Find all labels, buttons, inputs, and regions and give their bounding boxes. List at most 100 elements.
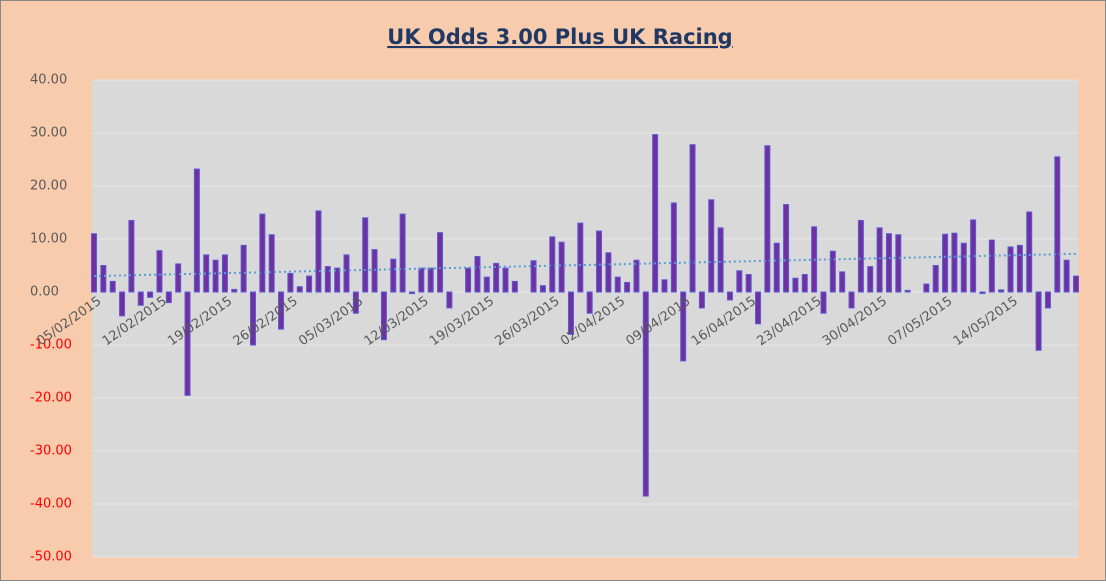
- chart-title: UK Odds 3.00 Plus UK Racing: [387, 25, 732, 49]
- bar: [642, 291, 649, 497]
- bar: [128, 219, 135, 293]
- bar: [502, 267, 509, 293]
- bar: [408, 291, 415, 295]
- bar: [259, 213, 266, 293]
- bar: [567, 291, 574, 335]
- bar: [296, 286, 303, 293]
- y-tick-label: 40.00: [30, 73, 67, 88]
- bar: [334, 267, 341, 293]
- bar: [474, 255, 481, 293]
- bar: [792, 277, 799, 293]
- bar: [184, 291, 191, 396]
- bar: [558, 241, 565, 293]
- plot-area: [92, 80, 1078, 557]
- bar: [380, 291, 387, 341]
- bar: [680, 291, 687, 362]
- bar: [511, 280, 518, 293]
- bar: [801, 274, 808, 293]
- bar: [867, 266, 874, 293]
- bar: [1073, 275, 1079, 293]
- bar: [1026, 211, 1033, 293]
- bar: [960, 242, 967, 293]
- bar: [942, 233, 949, 293]
- bar: [1054, 156, 1061, 293]
- bar: [212, 259, 219, 293]
- bar: [306, 275, 313, 293]
- bar: [530, 260, 537, 293]
- bar: [1007, 246, 1014, 293]
- bar: [249, 291, 256, 346]
- bar: [362, 217, 369, 293]
- y-tick-label: -20.00: [30, 391, 72, 406]
- bar: [390, 258, 397, 293]
- bar: [745, 274, 752, 293]
- bar: [549, 236, 556, 293]
- bar: [670, 202, 677, 293]
- bar: [240, 244, 247, 293]
- y-tick-label: -50.00: [30, 550, 72, 565]
- bar: [717, 227, 724, 293]
- bar: [418, 267, 425, 293]
- trendline: [93, 252, 1077, 278]
- bar: [371, 249, 378, 293]
- bar: [614, 276, 621, 293]
- bar: [175, 263, 182, 293]
- bar: [193, 168, 200, 293]
- bar: [895, 234, 902, 293]
- bar: [904, 289, 911, 293]
- bar: [932, 265, 939, 293]
- y-tick-label: 20.00: [30, 179, 67, 194]
- bar: [437, 232, 444, 293]
- y-tick-label: -40.00: [30, 497, 72, 512]
- bar: [493, 262, 500, 293]
- bar: [119, 291, 126, 317]
- bar: [109, 280, 116, 293]
- bar: [1016, 244, 1023, 293]
- bar: [343, 254, 350, 293]
- y-tick-label: 30.00: [30, 126, 67, 141]
- bar: [839, 271, 846, 293]
- bar: [278, 291, 285, 330]
- y-tick-label: 10.00: [30, 232, 67, 247]
- bar: [624, 281, 631, 293]
- bar: [764, 145, 771, 293]
- bar: [857, 219, 864, 293]
- bar: [539, 285, 546, 293]
- bar: [876, 227, 883, 293]
- bar: [979, 291, 986, 295]
- bar: [661, 279, 668, 293]
- bar: [726, 291, 733, 301]
- bar: [137, 291, 144, 306]
- bar: [829, 250, 836, 293]
- bar: [268, 234, 275, 293]
- bar: [465, 267, 472, 293]
- bar: [315, 210, 322, 293]
- bar: [633, 259, 640, 293]
- bar: [577, 222, 584, 293]
- bar: [951, 232, 958, 293]
- bar: [689, 144, 696, 293]
- bar: [698, 291, 705, 309]
- bar: [1063, 259, 1070, 293]
- y-tick-label: -10.00: [30, 338, 72, 353]
- bar: [1035, 291, 1042, 351]
- bar: [773, 242, 780, 293]
- bar: [1044, 291, 1051, 309]
- y-tick-label: 0.00: [30, 285, 59, 300]
- bar: [923, 283, 930, 293]
- bar: [287, 272, 294, 293]
- bar: [755, 291, 762, 325]
- bar: [652, 134, 659, 293]
- bar: [736, 270, 743, 293]
- bar: [605, 252, 612, 293]
- bar: [156, 250, 163, 293]
- bar: [586, 291, 593, 314]
- bar: [231, 288, 238, 293]
- bar: [848, 291, 855, 309]
- bar: [324, 266, 331, 293]
- bar: [352, 291, 359, 314]
- bar: [91, 233, 97, 293]
- bar: [885, 233, 892, 293]
- bar: [820, 291, 827, 314]
